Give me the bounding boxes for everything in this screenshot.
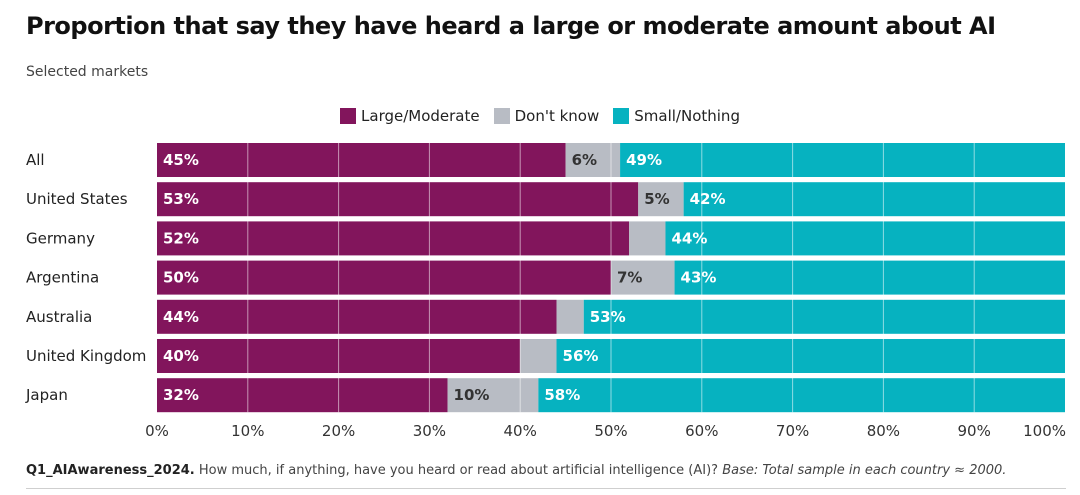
category-label-japan: Japan bbox=[25, 386, 68, 404]
category-label-australia: Australia bbox=[26, 308, 92, 326]
x-tick-label: 30% bbox=[413, 422, 446, 440]
data-label-united-states-small-nothing: 42% bbox=[690, 190, 726, 208]
category-label-all: All bbox=[26, 151, 45, 169]
footnote: Q1_AIAwareness_2024. How much, if anythi… bbox=[26, 463, 1006, 478]
x-tick-label: 20% bbox=[322, 422, 355, 440]
data-label-argentina-small-nothing: 43% bbox=[681, 269, 717, 287]
chart-subtitle: Selected markets bbox=[26, 64, 149, 80]
legend-item-small-nothing: Small/Nothing bbox=[613, 107, 740, 125]
bar-argentina-small-nothing bbox=[674, 260, 1065, 295]
x-tick-label: 100% bbox=[1023, 422, 1066, 440]
x-tick-label: 0% bbox=[145, 422, 169, 440]
legend-swatch-small-nothing bbox=[613, 108, 630, 124]
bar-all-small-nothing bbox=[620, 143, 1065, 177]
stacked-bar-chart: All 45% 6% 49% United States 53% 5% 42% Germany 5… bbox=[25, 143, 1066, 440]
legend-item-dont-know: Don't know bbox=[493, 107, 600, 125]
data-label-argentina-don-t-know: 7% bbox=[617, 269, 642, 287]
bar-united-states-don-t-know bbox=[638, 182, 684, 217]
bar-argentina-large-moderate bbox=[157, 260, 611, 295]
bar-united-kingdom-small-nothing bbox=[556, 339, 1065, 373]
category-label-united-states: United States bbox=[26, 190, 128, 208]
data-label-germany-small-nothing: 44% bbox=[671, 229, 707, 247]
category-label-argentina: Argentina bbox=[26, 269, 99, 287]
bar-australia-large-moderate bbox=[157, 299, 557, 334]
legend-item-large-moderate: Large/Moderate bbox=[340, 107, 480, 125]
bar-germany-don-t-know bbox=[629, 221, 666, 256]
data-label-argentina-large-moderate: 50% bbox=[163, 269, 199, 287]
bar-japan-large-moderate bbox=[157, 378, 448, 413]
bar-japan-small-nothing bbox=[538, 378, 1065, 413]
footnote-divider bbox=[26, 488, 1066, 489]
bar-germany-large-moderate bbox=[157, 221, 630, 256]
data-label-japan-large-moderate: 32% bbox=[163, 386, 199, 404]
x-tick-label: 50% bbox=[594, 422, 627, 440]
x-tick-label: 80% bbox=[867, 422, 900, 440]
legend-label-large-moderate: Large/Moderate bbox=[361, 107, 480, 125]
data-label-all-large-moderate: 45% bbox=[163, 151, 199, 169]
data-label-united-states-large-moderate: 53% bbox=[163, 190, 199, 208]
data-label-united-states-don-t-know: 5% bbox=[644, 190, 669, 208]
data-label-japan-don-t-know: 10% bbox=[454, 386, 490, 404]
category-label-united-kingdom: United Kingdom bbox=[26, 347, 146, 365]
data-label-united-kingdom-large-moderate: 40% bbox=[163, 347, 199, 365]
bar-germany-small-nothing bbox=[665, 221, 1065, 256]
data-label-australia-large-moderate: 44% bbox=[163, 308, 199, 326]
x-tick-label: 60% bbox=[685, 422, 718, 440]
x-tick-label: 40% bbox=[504, 422, 537, 440]
legend-swatch-large-moderate bbox=[340, 108, 357, 124]
legend-swatch-dont-know bbox=[493, 108, 510, 124]
x-tick-label: 10% bbox=[231, 422, 264, 440]
footnote-base: Base: Total sample in each country ≈ 200… bbox=[722, 463, 1007, 478]
bar-japan-don-t-know bbox=[447, 378, 539, 413]
chart-title: Proportion that say they have heard a la… bbox=[26, 12, 996, 40]
x-tick-label: 70% bbox=[776, 422, 809, 440]
legend-label-small-nothing: Small/Nothing bbox=[634, 107, 740, 125]
data-label-all-small-nothing: 49% bbox=[626, 151, 662, 169]
data-label-australia-small-nothing: 53% bbox=[590, 308, 626, 326]
legend: Large/Moderate Don't know Small/Nothing bbox=[0, 106, 1080, 126]
data-label-united-kingdom-small-nothing: 56% bbox=[563, 347, 599, 365]
data-label-all-don-t-know: 6% bbox=[572, 151, 597, 169]
footnote-question-text: How much, if anything, have you heard or… bbox=[194, 463, 723, 478]
bar-united-kingdom-don-t-know bbox=[520, 339, 557, 373]
bar-australia-don-t-know bbox=[556, 299, 584, 334]
category-label-germany: Germany bbox=[26, 229, 95, 247]
bar-united-states-large-moderate bbox=[157, 182, 639, 217]
bar-all-large-moderate bbox=[157, 143, 566, 177]
footnote-question-id: Q1_AIAwareness_2024. bbox=[26, 463, 195, 478]
data-label-japan-small-nothing: 58% bbox=[544, 386, 580, 404]
data-label-germany-large-moderate: 52% bbox=[163, 229, 199, 247]
bar-argentina-don-t-know bbox=[611, 260, 675, 295]
bar-united-states-small-nothing bbox=[683, 182, 1065, 217]
legend-label-dont-know: Don't know bbox=[514, 107, 600, 125]
bar-australia-small-nothing bbox=[583, 299, 1065, 334]
x-tick-label: 90% bbox=[958, 422, 991, 440]
